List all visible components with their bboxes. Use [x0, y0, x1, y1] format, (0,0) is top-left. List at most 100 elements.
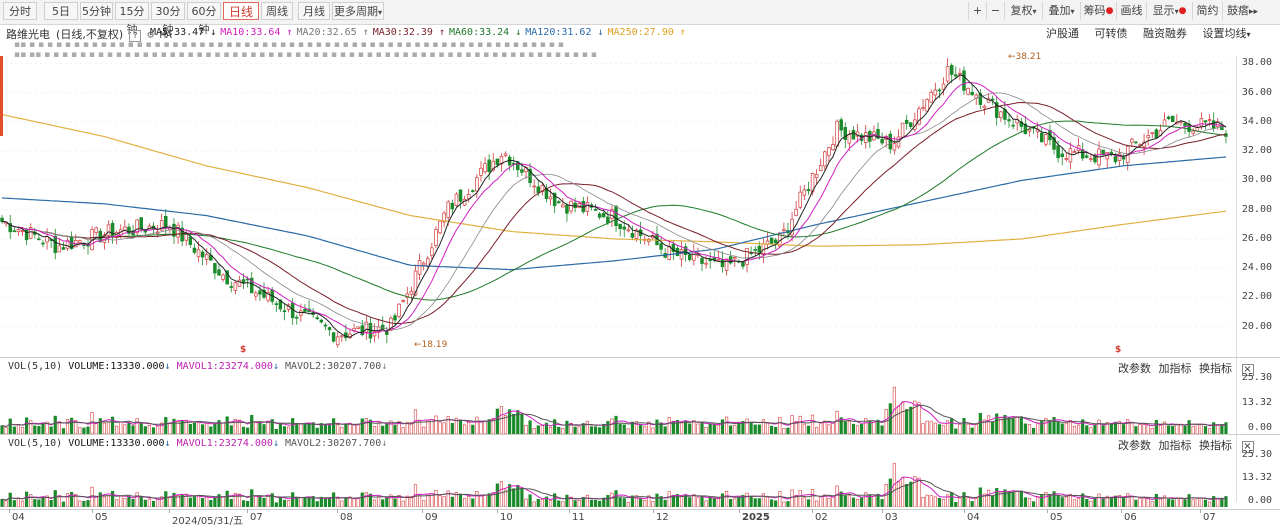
price-chart[interactable] — [0, 56, 1236, 356]
close-icon[interactable]: × — [1241, 364, 1254, 376]
link-rongzi[interactable]: 融资融券 — [1143, 27, 1187, 40]
gear-icon[interactable]: ⚙ — [147, 28, 154, 41]
volume-bar — [778, 416, 782, 434]
fuquan-menu[interactable]: 复权▾ — [1004, 2, 1042, 20]
volume-bar — [426, 494, 430, 507]
candle — [851, 129, 856, 140]
volume-bar — [82, 501, 86, 507]
change-params-link[interactable]: 改参数 — [1118, 439, 1151, 452]
volume-chart-2[interactable] — [0, 451, 1236, 507]
dividend-marker-icon[interactable]: $ — [1115, 345, 1122, 355]
volume-bar — [344, 497, 348, 507]
volume-bar — [115, 499, 119, 507]
add-indicator-link[interactable]: 加指标 — [1158, 439, 1192, 452]
zoom-out-button[interactable]: − — [986, 2, 1004, 20]
volume-bar — [106, 495, 111, 507]
link-shezhi-junxian[interactable]: 设置均线 — [1202, 27, 1247, 40]
period-more[interactable]: 更多周期▾ — [332, 2, 384, 20]
candle — [233, 282, 238, 291]
candle — [1162, 119, 1167, 127]
volume-bar — [1097, 493, 1101, 507]
volume-bar — [1195, 497, 1199, 507]
volume-bar — [921, 423, 925, 434]
candle — [352, 328, 356, 331]
volume-bar — [679, 495, 684, 507]
dividend-marker-icon[interactable]: $ — [240, 345, 247, 355]
candle — [12, 230, 17, 233]
close-icon[interactable]: × — [1241, 441, 1254, 453]
period-daily[interactable]: 日线 — [223, 2, 259, 20]
time-tick-label: 05 — [95, 512, 108, 523]
period-weekly[interactable]: 周线 — [261, 2, 293, 20]
link-kezhuanzhai[interactable]: 可转债 — [1094, 27, 1128, 40]
volume-bar — [716, 498, 720, 507]
link-hugutong[interactable]: 沪股通 — [1046, 27, 1079, 40]
volume-bar — [282, 499, 287, 507]
volume-bar — [1031, 501, 1036, 507]
jianyue-button[interactable]: 简约 — [1192, 2, 1222, 20]
add-indicator-link[interactable]: 加指标 — [1158, 362, 1192, 375]
period-5min[interactable]: 5分钟 — [80, 2, 113, 20]
volume-bar — [937, 497, 942, 507]
ma20-line — [1, 92, 1227, 331]
period-fenshi[interactable]: 分时 — [3, 2, 37, 20]
volume-bar — [839, 491, 843, 507]
time-tick — [653, 509, 654, 513]
volume-bar — [1187, 420, 1191, 434]
candle — [299, 310, 303, 316]
period-30min[interactable]: 30分钟 — [151, 2, 185, 36]
volume-bar — [356, 423, 360, 434]
volume-bar — [143, 426, 147, 434]
volume-bar — [749, 496, 753, 507]
change-params-link[interactable]: 改参数 — [1118, 362, 1151, 375]
volume-bar — [684, 421, 688, 434]
volume-bar — [602, 423, 606, 434]
volume-bar — [610, 492, 614, 507]
chouma-button[interactable]: 筹码● — [1080, 2, 1116, 20]
time-tick-label: 04 — [12, 512, 25, 523]
volume-bar — [192, 422, 197, 434]
period-60min[interactable]: 60分钟 — [187, 2, 221, 36]
volume-bar — [377, 422, 381, 434]
volume-bar — [860, 423, 864, 434]
volume-bar — [0, 425, 4, 434]
candle — [1121, 156, 1126, 160]
huaxian-button[interactable]: 画线 — [1116, 2, 1146, 20]
volume-bar — [1044, 418, 1048, 434]
candle — [532, 185, 536, 188]
zoom-in-button[interactable]: + — [968, 2, 986, 20]
volume-bar — [1036, 496, 1040, 507]
volume-bar — [450, 422, 454, 434]
diejia-menu[interactable]: 叠加▾ — [1042, 2, 1080, 20]
time-tick — [337, 509, 338, 513]
notify-dot-icon: ● — [1105, 6, 1114, 16]
volume-bar — [622, 424, 626, 434]
volume-bar — [278, 422, 282, 434]
volume-bar — [577, 499, 581, 507]
period-15min[interactable]: 15分钟 — [115, 2, 149, 36]
volume-bar — [1175, 423, 1179, 434]
candle — [1052, 137, 1056, 150]
volume-bar — [348, 422, 352, 434]
volume-bar — [393, 424, 397, 434]
switch-indicator-link[interactable]: 换指标 — [1199, 439, 1232, 452]
volume-bar — [786, 501, 790, 507]
volume-bar — [1003, 489, 1007, 507]
candle — [720, 259, 725, 268]
candle — [483, 163, 487, 173]
candle — [536, 186, 541, 193]
guzhang-button[interactable]: 鼓瘩▸▸ — [1222, 2, 1262, 20]
volume-chart-1[interactable] — [0, 374, 1236, 434]
candle — [958, 72, 962, 75]
switch-indicator-link[interactable]: 换指标 — [1199, 362, 1232, 375]
candle — [295, 316, 299, 319]
period-monthly[interactable]: 月线 — [298, 2, 330, 20]
volume-bar — [393, 498, 397, 507]
volume-bar — [1064, 496, 1068, 507]
volume-bar — [708, 497, 712, 507]
xianshi-menu[interactable]: 显示▾● — [1146, 2, 1192, 20]
candle — [757, 245, 762, 253]
volume-bar — [1183, 499, 1187, 507]
volume-bar — [426, 420, 430, 434]
period-5day[interactable]: 5日 — [44, 2, 78, 20]
